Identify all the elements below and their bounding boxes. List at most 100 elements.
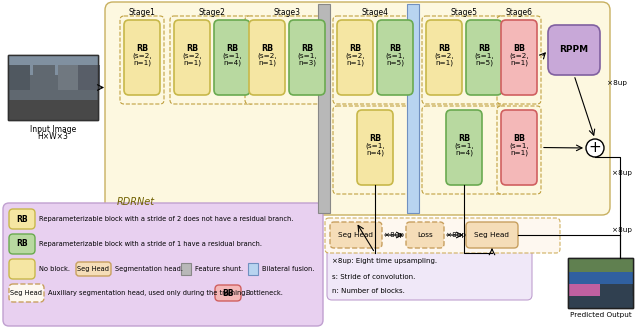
Text: RB: RB <box>438 44 450 53</box>
Text: RB: RB <box>261 44 273 53</box>
FancyBboxPatch shape <box>497 106 541 194</box>
Text: (s=1,: (s=1, <box>365 142 385 149</box>
FancyBboxPatch shape <box>406 222 444 248</box>
Text: BB: BB <box>222 289 234 297</box>
Text: RB: RB <box>301 44 313 53</box>
FancyBboxPatch shape <box>466 20 502 95</box>
Bar <box>58 65 80 90</box>
Bar <box>78 65 100 90</box>
Text: n=4): n=4) <box>455 149 473 156</box>
FancyBboxPatch shape <box>170 16 254 104</box>
Text: (s=1,: (s=1, <box>222 52 242 59</box>
Text: n=1): n=1) <box>510 59 528 66</box>
Text: Segmentation head.: Segmentation head. <box>115 266 183 272</box>
Text: (s=1,: (s=1, <box>297 52 317 59</box>
Text: n=4): n=4) <box>223 59 241 66</box>
Text: Seg Head: Seg Head <box>339 232 374 238</box>
Bar <box>568 258 633 272</box>
FancyBboxPatch shape <box>9 234 35 254</box>
Text: n=1): n=1) <box>510 149 528 156</box>
Text: Stage2: Stage2 <box>198 8 225 17</box>
Text: Stage5: Stage5 <box>451 8 477 17</box>
Text: +: + <box>589 140 602 155</box>
Text: RB: RB <box>369 134 381 143</box>
Text: BB: BB <box>513 44 525 53</box>
Text: (s=2,: (s=2, <box>257 52 277 59</box>
Text: Seg Head: Seg Head <box>10 290 42 296</box>
Text: RB: RB <box>478 44 490 53</box>
FancyBboxPatch shape <box>333 106 417 194</box>
FancyBboxPatch shape <box>377 20 413 95</box>
Text: (s=2,: (s=2, <box>509 52 529 59</box>
Bar <box>248 263 258 275</box>
Text: RB: RB <box>186 44 198 53</box>
Bar <box>568 258 633 308</box>
FancyBboxPatch shape <box>337 20 373 95</box>
Text: (s=2,: (s=2, <box>182 52 202 59</box>
Bar <box>8 65 30 90</box>
Text: RB: RB <box>226 44 238 53</box>
Bar <box>568 284 600 296</box>
Bar <box>407 4 419 213</box>
Text: ×8up: ×8up <box>607 80 627 86</box>
Text: RB: RB <box>458 134 470 143</box>
Text: (s=1,: (s=1, <box>509 142 529 149</box>
FancyBboxPatch shape <box>333 16 417 104</box>
FancyBboxPatch shape <box>124 20 160 95</box>
Text: Seg Head: Seg Head <box>77 266 109 272</box>
Text: RDRNet: RDRNet <box>117 197 155 207</box>
Text: n: Number of blocks.: n: Number of blocks. <box>332 288 405 294</box>
Bar <box>8 55 98 120</box>
Text: n=5): n=5) <box>475 59 493 66</box>
Text: Input Image: Input Image <box>30 125 76 134</box>
Text: BB: BB <box>513 134 525 143</box>
Text: n=1): n=1) <box>133 59 151 66</box>
Text: RB: RB <box>16 239 28 249</box>
Text: RB: RB <box>136 44 148 53</box>
Text: Bilateral fusion.: Bilateral fusion. <box>262 266 314 272</box>
Text: n=1): n=1) <box>346 59 364 66</box>
Text: RB: RB <box>349 44 361 53</box>
FancyBboxPatch shape <box>327 248 532 300</box>
FancyBboxPatch shape <box>422 106 506 194</box>
Text: n=4): n=4) <box>366 149 384 156</box>
FancyBboxPatch shape <box>330 222 382 248</box>
Bar <box>318 4 330 213</box>
FancyBboxPatch shape <box>9 209 35 229</box>
Text: (s=1,: (s=1, <box>385 52 405 59</box>
FancyBboxPatch shape <box>325 218 560 253</box>
Text: (s=1,: (s=1, <box>454 142 474 149</box>
FancyBboxPatch shape <box>120 16 164 104</box>
Text: RPPM: RPPM <box>559 46 589 54</box>
FancyBboxPatch shape <box>466 222 518 248</box>
Bar <box>8 55 98 120</box>
Text: Bottleneck.: Bottleneck. <box>245 290 283 296</box>
Text: H×W×3: H×W×3 <box>38 132 68 141</box>
Text: Reparameterizable block with a stride of 1 have a residual branch.: Reparameterizable block with a stride of… <box>39 241 262 247</box>
Text: Predicted Output: Predicted Output <box>570 312 632 318</box>
Bar <box>33 65 55 90</box>
Text: ×8up: ×8up <box>446 232 466 238</box>
Text: ×8up: ×8up <box>384 232 404 238</box>
FancyBboxPatch shape <box>357 110 393 185</box>
FancyBboxPatch shape <box>105 2 610 215</box>
Text: n=3): n=3) <box>298 59 316 66</box>
FancyBboxPatch shape <box>497 16 541 104</box>
Text: Reparameterizable block with a stride of 2 does not have a residual branch.: Reparameterizable block with a stride of… <box>39 216 293 222</box>
Text: n=1): n=1) <box>258 59 276 66</box>
Text: Stage1: Stage1 <box>129 8 156 17</box>
FancyBboxPatch shape <box>422 16 506 104</box>
Bar <box>8 100 98 120</box>
Text: ×8up: ×8up <box>612 170 632 176</box>
FancyBboxPatch shape <box>214 20 250 95</box>
FancyBboxPatch shape <box>249 20 285 95</box>
Text: Feature shunt.: Feature shunt. <box>195 266 243 272</box>
Bar <box>568 296 633 308</box>
Text: ×8up: ×8up <box>612 227 632 233</box>
FancyBboxPatch shape <box>501 110 537 185</box>
Text: n=5): n=5) <box>386 59 404 66</box>
Text: Auxiliary segmentation head, used only during the training.: Auxiliary segmentation head, used only d… <box>48 290 248 296</box>
Bar <box>568 272 633 284</box>
FancyBboxPatch shape <box>501 20 537 95</box>
Text: (s=2,: (s=2, <box>345 52 365 59</box>
